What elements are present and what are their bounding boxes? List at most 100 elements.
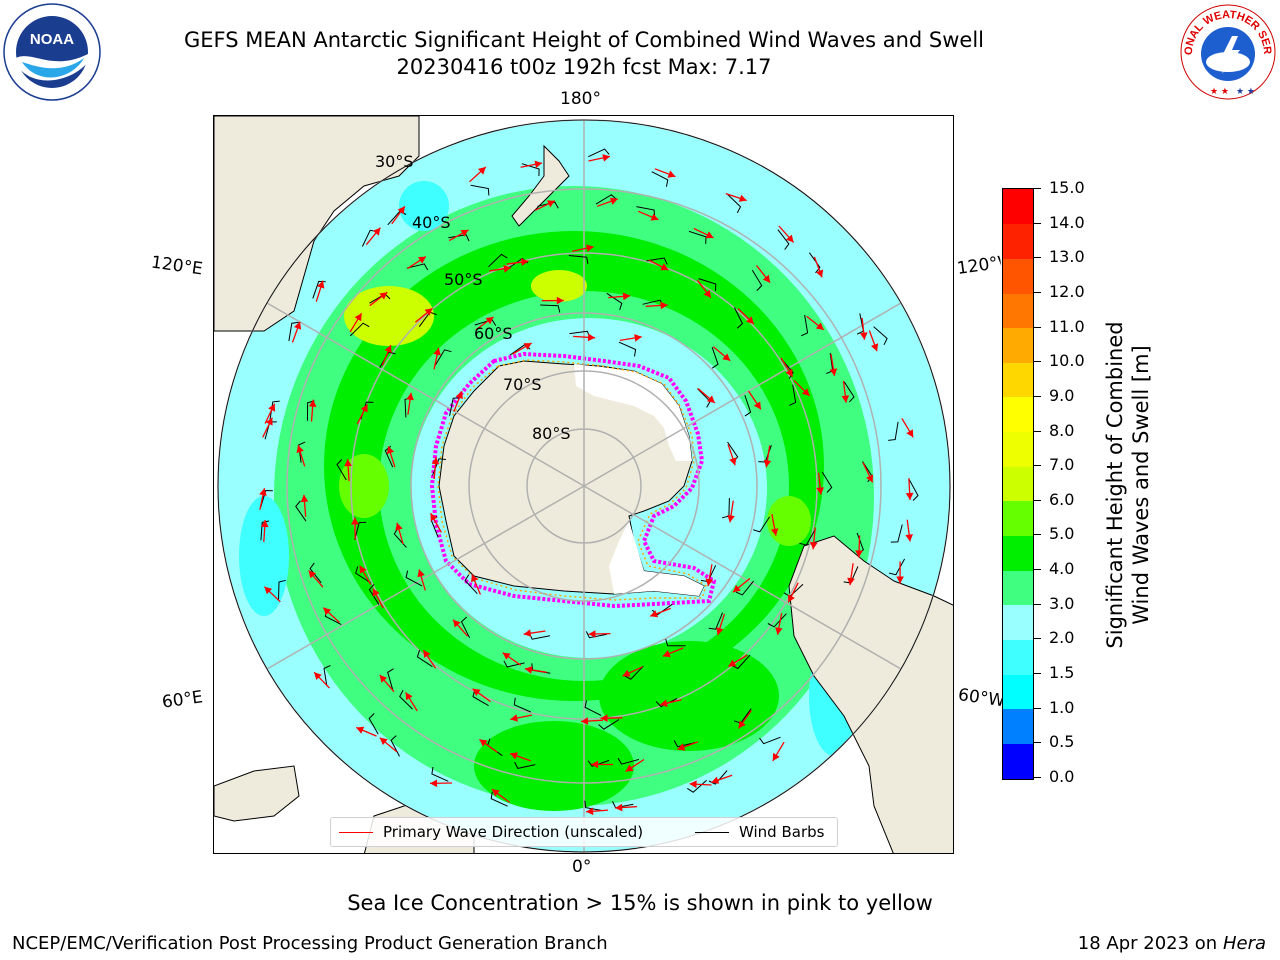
colorbar-segment	[1003, 570, 1033, 606]
colorbar-segment	[1003, 396, 1033, 433]
wind-barb	[323, 665, 331, 687]
wind-barb	[767, 613, 787, 628]
credit-date: 18 Apr 2023 on Hera	[1077, 933, 1266, 954]
wind-barb	[260, 489, 273, 508]
colorbar-tick-label: 0.5	[1034, 732, 1074, 751]
wave-direction-arrowhead	[323, 607, 332, 616]
wave-direction-arrowhead	[775, 627, 783, 635]
wave-direction-arrowhead	[722, 353, 731, 361]
wave-direction-arrowhead	[359, 565, 367, 574]
wave-direction-arrowhead	[294, 321, 302, 330]
wave-direction-arrowhead	[405, 692, 413, 701]
wind-barb	[387, 210, 407, 226]
wind-barb	[843, 381, 855, 403]
wind-barb	[665, 638, 686, 647]
wind-barb	[606, 292, 623, 311]
wave-direction-arrowhead	[453, 619, 461, 628]
wind-barb	[448, 234, 470, 242]
wind-barb	[416, 649, 433, 668]
colorbar-tick-label: 0.0	[1034, 767, 1074, 786]
wind-barb	[464, 574, 478, 595]
colorbar-segment	[1003, 189, 1033, 225]
wave-direction-arrowhead	[662, 650, 671, 658]
wind-barb	[269, 400, 280, 420]
wind-barb	[821, 471, 833, 493]
wind-barb	[744, 394, 752, 417]
wind-barb	[278, 579, 286, 601]
wave-direction-arrowhead	[300, 494, 309, 503]
wave-direction-arrowhead	[905, 492, 914, 500]
wind-barb	[618, 341, 637, 357]
lon-label-180: 180°	[560, 89, 601, 109]
wave-direction-arrowhead	[816, 487, 824, 495]
wave-direction-arrowhead	[418, 256, 426, 264]
wave-direction-arrowhead	[738, 194, 747, 202]
wind-barb	[585, 631, 608, 639]
wind-barb	[595, 194, 617, 205]
lat-label-80s: 80°S	[532, 424, 571, 443]
wave-direction-arrowhead	[379, 292, 388, 300]
colorbar-tick-label: 2.0	[1034, 628, 1074, 647]
wave-direction-arrowhead	[746, 316, 754, 324]
colorbar-segment	[1003, 500, 1033, 537]
wave-direction-arrowhead	[609, 197, 618, 205]
wave-direction-arrowhead	[424, 308, 433, 316]
colorbar-segment	[1003, 327, 1033, 363]
wave-direction-arrowhead	[753, 401, 761, 410]
colorbar	[1002, 188, 1034, 780]
wave-direction-arrowhead	[707, 395, 715, 403]
nws-logo: NATIONAL WEATHER SERVICE ★ ★ ★ ★	[1174, 0, 1278, 102]
wind-barb	[598, 719, 620, 730]
wave-direction-arrowhead	[729, 457, 737, 466]
wave-direction-arrowhead	[602, 154, 610, 162]
colorbar-segment	[1003, 708, 1033, 744]
wave-direction-arrowhead	[785, 368, 793, 377]
wave-direction-arrowhead	[510, 752, 518, 760]
legend-label-wind-barbs: Wind Barbs	[739, 823, 825, 841]
wave-direction-arrowhead	[523, 629, 532, 637]
wave-direction-arrowhead	[406, 392, 414, 401]
wave-direction-arrowhead	[260, 519, 269, 528]
wind-barb	[727, 193, 742, 214]
wave-direction-arrowhead	[523, 343, 532, 350]
lat-label-70s: 70°S	[503, 375, 542, 394]
wave-direction-arrowhead	[816, 269, 824, 278]
wave-direction-arrowhead	[431, 457, 440, 465]
wave-direction-arrowhead	[430, 779, 438, 788]
lon-label-120w: 120°W	[955, 253, 1003, 279]
wind-barb	[460, 616, 471, 639]
wind-barb	[387, 668, 394, 690]
wind-barb	[354, 521, 367, 541]
wave-direction-arrowhead	[660, 699, 668, 707]
wave-direction-arrowhead	[586, 807, 594, 816]
wave-direction-arrowhead	[479, 739, 488, 747]
lon-label-60e: 60°E	[160, 687, 205, 713]
wave-direction-arrowhead	[841, 395, 850, 403]
wind-barb	[588, 148, 610, 158]
wave-direction-arrowhead	[372, 227, 381, 236]
wave-direction-arrowhead	[433, 347, 441, 356]
wave-direction-arrowhead	[622, 669, 631, 677]
wave-direction-arrowhead	[588, 630, 596, 638]
wind-barb	[379, 351, 396, 368]
lon-label-120e: 120°E	[149, 252, 204, 280]
wave-direction-arrowhead	[762, 274, 771, 283]
colorbar-tick-label: 14.0	[1034, 213, 1085, 232]
wind-barb	[731, 654, 751, 670]
wave-direction-arrowhead	[660, 301, 668, 310]
wave-direction-arrowhead	[716, 627, 724, 635]
wave-direction-arrowhead	[866, 474, 873, 483]
wave-direction-arrowhead	[625, 764, 634, 772]
wave-direction-arrowhead	[351, 517, 359, 525]
map-legend: Primary Wave Direction (unscaled) Wind B…	[330, 817, 838, 847]
wave-direction-arrowhead	[772, 752, 780, 761]
wind-barb	[449, 397, 461, 416]
colorbar-tick-label: 9.0	[1034, 386, 1074, 405]
colorbar-tick-label: 7.0	[1034, 455, 1074, 474]
colorbar-tick-label: 11.0	[1034, 317, 1085, 336]
colorbar-segment	[1003, 743, 1033, 779]
colorbar-tick-label: 1.5	[1034, 663, 1074, 682]
wave-direction-arrowhead	[622, 292, 631, 301]
wind-barb	[431, 766, 449, 782]
wave-direction-arrowhead	[689, 780, 697, 789]
